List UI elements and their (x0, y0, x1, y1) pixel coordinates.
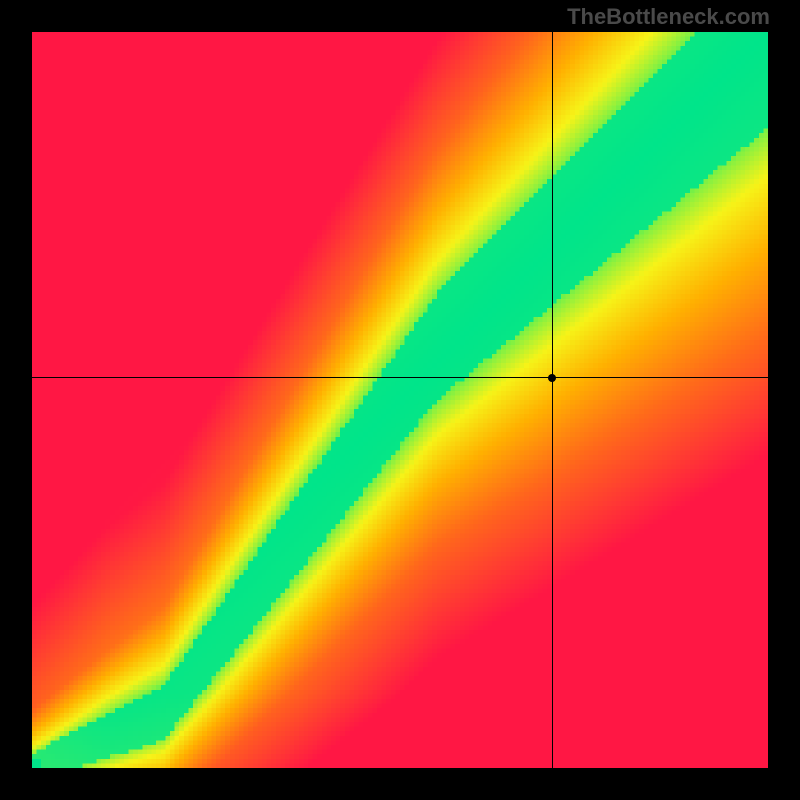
bottleneck-heatmap (32, 32, 768, 768)
watermark-text: TheBottleneck.com (567, 4, 770, 30)
crosshair-vertical (552, 32, 553, 768)
crosshair-horizontal (32, 377, 768, 378)
